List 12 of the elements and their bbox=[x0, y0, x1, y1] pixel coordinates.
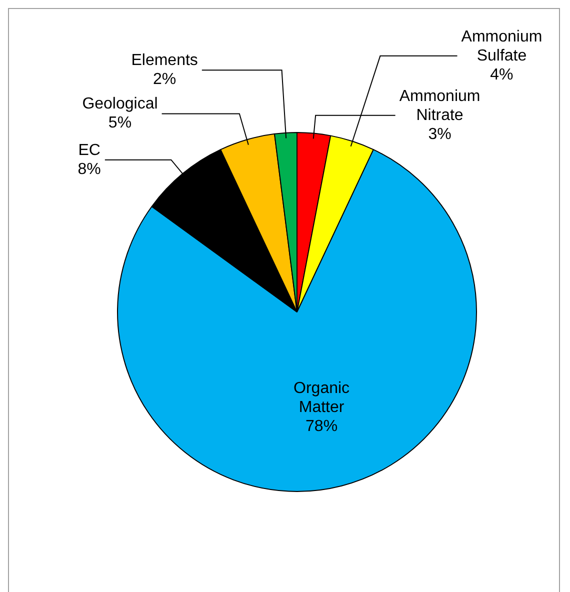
data-label: 5% bbox=[108, 114, 132, 132]
slice-label: Geological bbox=[82, 96, 158, 113]
slice-label: EC bbox=[78, 142, 100, 159]
slice-label: Ammonium Nitrate bbox=[399, 88, 480, 124]
data-label: 3% bbox=[428, 126, 452, 143]
data-label: 2% bbox=[152, 71, 176, 88]
slice-label: Organic Matter bbox=[294, 380, 350, 416]
data-label: 8% bbox=[78, 160, 101, 178]
data-label: 4% bbox=[490, 66, 514, 84]
slice-label: Ammonium Sulfate bbox=[461, 28, 542, 64]
data-label: 78% bbox=[306, 418, 338, 436]
slice-label: Elements bbox=[131, 52, 198, 70]
